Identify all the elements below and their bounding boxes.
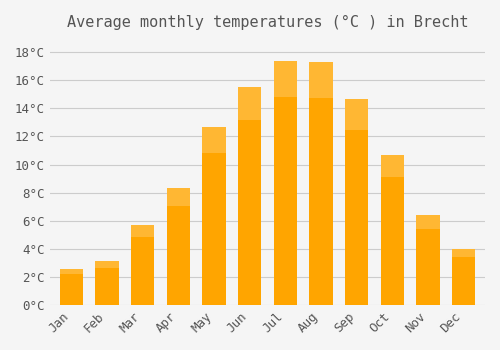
Bar [452, 249, 475, 305]
Bar [345, 99, 368, 130]
Bar [60, 268, 83, 305]
Bar [60, 268, 83, 274]
Bar [452, 249, 475, 257]
Bar [202, 127, 226, 305]
Bar [310, 62, 332, 98]
Bar [238, 87, 261, 120]
Bar [380, 155, 404, 305]
Bar [416, 215, 440, 229]
Bar [274, 61, 297, 97]
Bar [96, 261, 118, 305]
Bar [166, 188, 190, 206]
Bar [238, 87, 261, 305]
Bar [274, 61, 297, 305]
Bar [131, 225, 154, 237]
Bar [345, 99, 368, 305]
Bar [166, 188, 190, 305]
Bar [380, 155, 404, 177]
Bar [416, 215, 440, 305]
Bar [310, 62, 332, 305]
Bar [202, 127, 226, 153]
Bar [131, 225, 154, 305]
Title: Average monthly temperatures (°C ) in Brecht: Average monthly temperatures (°C ) in Br… [66, 15, 468, 30]
Bar [96, 261, 118, 268]
